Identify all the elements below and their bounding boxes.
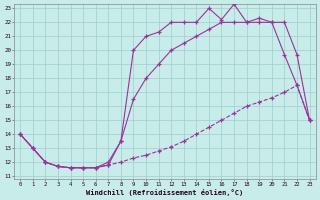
X-axis label: Windchill (Refroidissement éolien,°C): Windchill (Refroidissement éolien,°C) (86, 189, 244, 196)
